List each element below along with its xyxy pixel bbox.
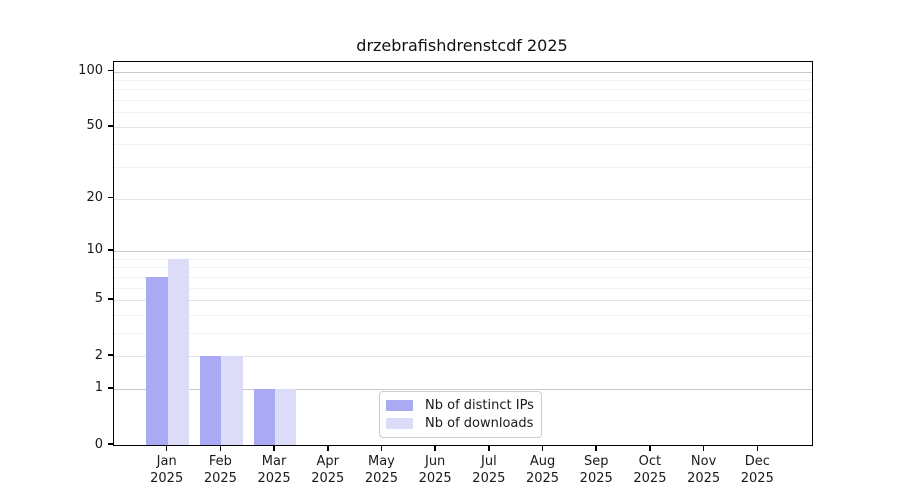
- x-tick-label-year: 2025: [740, 471, 774, 486]
- bar-nb-of-distinct-ips-jan: [146, 276, 168, 445]
- plot-area: Nb of distinct IPs Nb of downloads: [113, 61, 813, 446]
- x-tick-dec: [756, 445, 759, 451]
- x-tick-label-jun: Jun 2025: [405, 453, 465, 487]
- x-tick-label-month: Mar: [261, 454, 287, 469]
- x-tick-apr: [327, 445, 329, 451]
- x-tick-label-year: 2025: [311, 471, 345, 486]
- x-tick-label-mar: Mar 2025: [244, 453, 304, 487]
- x-tick-nov: [702, 445, 705, 451]
- x-tick-label-year: 2025: [687, 471, 721, 486]
- gridline-minor-70: [114, 100, 812, 102]
- x-tick-label-month: Jun: [424, 454, 446, 469]
- y-tick-1: [108, 387, 113, 389]
- x-tick-aug: [541, 445, 544, 451]
- y-tick-label-1: 1: [94, 380, 103, 396]
- y-tick-50: [108, 125, 113, 127]
- x-tick-label-sep: Sep 2025: [566, 453, 626, 487]
- y-tick-label-5: 5: [94, 291, 103, 307]
- gridline-major-20: [114, 198, 812, 200]
- gridline-decade-100: [114, 71, 812, 73]
- x-tick-label-year: 2025: [418, 471, 452, 486]
- x-tick-label-year: 2025: [203, 471, 237, 486]
- x-tick-label-year: 2025: [257, 471, 291, 486]
- gridline-decade-10: [114, 250, 812, 252]
- chart-title: drzebrafishdrenstcdf 2025: [356, 36, 568, 55]
- legend-label-downloads: Nb of downloads: [425, 416, 534, 431]
- x-tick-label-jan: Jan 2025: [137, 453, 197, 487]
- x-tick-sep: [595, 445, 597, 451]
- x-tick-label-month: Feb: [208, 454, 232, 469]
- x-tick-jan: [165, 445, 168, 451]
- x-tick-label-aug: Aug 2025: [513, 453, 573, 487]
- y-tick-label-0: 0: [94, 436, 103, 452]
- bar-nb-of-distinct-ips-feb: [200, 356, 222, 445]
- y-tick-0: [108, 443, 113, 445]
- legend-item-distinct-ips: Nb of distinct IPs: [386, 398, 534, 413]
- gridline-minor-80: [114, 89, 812, 91]
- gridline-minor-3: [114, 332, 812, 334]
- gridline-minor-90: [114, 79, 812, 81]
- x-tick-jul: [488, 445, 490, 451]
- y-tick-5: [108, 298, 113, 300]
- x-tick-label-year: 2025: [472, 471, 506, 486]
- x-tick-label-month: Jan: [156, 454, 177, 469]
- gridline-major-2: [114, 356, 812, 358]
- x-tick-label-year: 2025: [633, 471, 667, 486]
- y-tick-2: [108, 354, 113, 356]
- y-tick-10: [108, 249, 113, 251]
- gridline-minor-9: [114, 258, 812, 260]
- y-tick-label-50: 50: [86, 118, 103, 134]
- bar-nb-of-downloads-jan: [167, 258, 189, 445]
- x-tick-label-year: 2025: [525, 471, 560, 486]
- x-tick-label-year: 2025: [364, 471, 398, 486]
- x-tick-label-apr: Apr 2025: [298, 453, 358, 487]
- y-tick-100: [108, 69, 113, 72]
- x-tick-label-month: May: [368, 454, 395, 469]
- gridline-major-5: [114, 299, 812, 301]
- legend-item-downloads: Nb of downloads: [386, 416, 533, 431]
- x-tick-label-month: Sep: [583, 454, 609, 469]
- y-tick-label-2: 2: [94, 347, 103, 363]
- legend-swatch-downloads: [386, 418, 413, 429]
- x-tick-jun: [434, 445, 436, 451]
- legend-swatch-distinct-ips: [386, 400, 413, 411]
- x-tick-label-feb: Feb 2025: [190, 453, 250, 487]
- x-tick-label-nov: Nov 2025: [674, 453, 734, 487]
- x-tick-label-month: Dec: [744, 454, 770, 469]
- x-tick-label-jul: Jul 2025: [459, 453, 519, 487]
- x-tick-label-month: Aug: [529, 454, 556, 469]
- x-tick-label-month: Nov: [690, 454, 717, 469]
- y-tick-20: [108, 196, 113, 199]
- x-tick-mar: [273, 445, 275, 451]
- x-tick-label-dec: Dec 2025: [727, 453, 787, 487]
- gridline-minor-30: [114, 167, 812, 169]
- gridline-minor-4: [114, 314, 812, 316]
- y-tick-label-20: 20: [86, 190, 103, 206]
- x-tick-label-may: May 2025: [351, 453, 411, 487]
- gridline-decade-1: [114, 388, 812, 390]
- gridline-major-50: [114, 126, 812, 128]
- x-tick-oct: [649, 445, 651, 451]
- legend: Nb of distinct IPs Nb of downloads: [379, 391, 542, 438]
- x-tick-label-month: Jul: [481, 454, 497, 469]
- bar-nb-of-downloads-mar: [275, 388, 297, 445]
- bar-nb-of-distinct-ips-mar: [253, 388, 276, 445]
- y-tick-label-100: 100: [78, 63, 103, 78]
- gridline-minor-7: [114, 276, 812, 278]
- x-tick-feb: [219, 445, 222, 451]
- x-tick-label-month: Oct: [638, 454, 662, 469]
- legend-label-distinct-ips: Nb of distinct IPs: [425, 398, 534, 413]
- gridline-minor-6: [114, 287, 812, 289]
- bar-nb-of-downloads-feb: [221, 356, 243, 445]
- x-tick-label-year: 2025: [579, 471, 613, 486]
- x-tick-label-oct: Oct 2025: [620, 453, 680, 487]
- y-tick-label-10: 10: [86, 242, 103, 258]
- x-tick-label-year: 2025: [150, 471, 184, 486]
- x-tick-may: [380, 445, 383, 451]
- gridline-minor-8: [114, 267, 812, 269]
- gridline-minor-40: [114, 144, 812, 146]
- gridline-minor-60: [114, 112, 812, 114]
- x-tick-label-month: Apr: [316, 454, 340, 469]
